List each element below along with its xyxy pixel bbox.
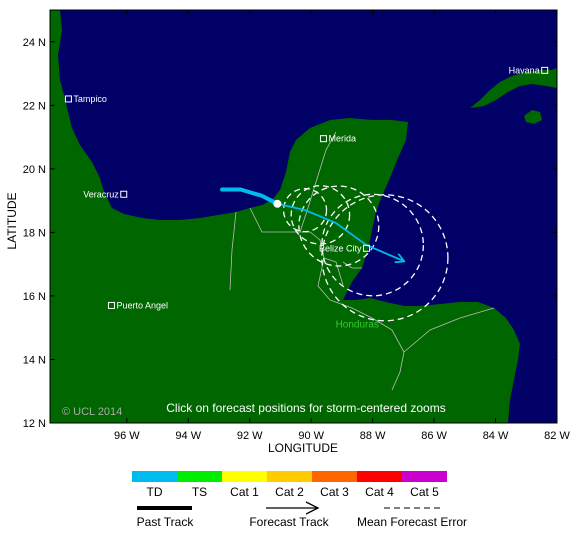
x-axis-title: LONGITUDE <box>268 441 338 455</box>
city-label: Tampico <box>73 94 107 104</box>
y-tick-label: 12 N <box>23 418 46 430</box>
city-label: Belize City <box>319 243 362 253</box>
legend: TD TS Cat 1 Cat 2 Cat 3 Cat 4 Cat 5 Past Track… <box>132 471 467 529</box>
y-axis-title: LATITUDE <box>5 192 19 249</box>
past-track-legend-label: Past Track <box>137 515 195 529</box>
category-label: TD <box>147 485 163 499</box>
x-tick-label: 92 W <box>237 430 263 442</box>
city-label: Havana <box>509 65 540 75</box>
category-swatch <box>357 471 402 482</box>
border-line <box>229 211 237 291</box>
border-line <box>403 307 495 353</box>
border-line <box>249 207 344 286</box>
category-label: Cat 2 <box>275 485 304 499</box>
y-tick-label: 24 N <box>23 37 46 49</box>
category-swatch <box>132 471 177 482</box>
current-position-marker <box>273 199 282 208</box>
forecast-track-line <box>277 202 403 261</box>
forecast-error-circle <box>282 187 328 233</box>
city-marker <box>120 190 128 198</box>
border-line <box>299 131 337 233</box>
land-cuba <box>470 68 557 108</box>
category-swatch <box>402 471 447 482</box>
land-isla-juventud <box>524 110 542 124</box>
axes: 96 W 94 W 92 W 90 W 88 W 86 W 84 W 82 W 24 N 22 N… <box>23 9 570 442</box>
border-line <box>342 261 362 269</box>
city-marker <box>64 95 72 103</box>
forecast-error-circle <box>321 193 424 297</box>
forecast-position-point <box>302 207 308 213</box>
category-label: Cat 1 <box>230 485 259 499</box>
forecast-error-circle <box>321 194 449 322</box>
forecast-error-circle <box>290 185 351 245</box>
city-label: Veracruz <box>83 189 119 199</box>
y-tick-label: 18 N <box>23 227 46 239</box>
forecast-position-point <box>333 220 339 226</box>
forecast-track-legend-label: Forecast Track <box>249 515 329 529</box>
border-line <box>329 299 405 391</box>
border-line <box>317 257 331 301</box>
cities: Havana Tampico Merida Veracruz Belize City Pu… <box>64 65 549 331</box>
city-marker <box>541 66 549 74</box>
y-tick-label: 14 N <box>23 354 46 366</box>
past-track-line <box>220 187 280 206</box>
y-tick-label: 20 N <box>23 164 46 176</box>
category-swatch <box>222 471 267 482</box>
city-label: Puerto Angel <box>116 300 168 310</box>
category-label: TS <box>192 485 207 499</box>
x-tick-label: 90 W <box>298 430 324 442</box>
city-label: Merida <box>328 134 356 144</box>
category-label: Cat 4 <box>365 485 394 499</box>
category-label: Cat 3 <box>320 485 349 499</box>
mean-error-legend-label: Mean Forecast Error <box>357 515 467 529</box>
y-tick-label: 16 N <box>23 291 46 303</box>
x-tick-label: 88 W <box>360 430 386 442</box>
city-marker <box>362 244 370 252</box>
storm-track <box>220 185 449 322</box>
y-tick-label: 22 N <box>23 100 46 112</box>
x-tick-label: 82 W <box>544 430 570 442</box>
category-swatch <box>177 471 222 482</box>
category-swatch <box>267 471 312 482</box>
city-marker <box>107 301 115 309</box>
category-color-bar: TD TS Cat 1 Cat 2 Cat 3 Cat 4 Cat 5 <box>132 471 447 499</box>
category-swatch <box>312 471 357 482</box>
copyright-text: © UCL 2014 <box>62 406 122 418</box>
map-frame <box>49 9 558 424</box>
forecast-error-circle <box>298 185 380 267</box>
country-borders <box>229 131 495 391</box>
instruction-text: Click on forecast positions for storm-ce… <box>166 401 445 415</box>
x-tick-label: 86 W <box>421 430 447 442</box>
x-tick-label: 94 W <box>175 430 201 442</box>
x-tick-label: 96 W <box>114 430 140 442</box>
city-marker <box>319 135 327 143</box>
x-tick-label: 84 W <box>483 430 509 442</box>
country-label: Honduras <box>336 320 379 331</box>
category-label: Cat 5 <box>410 485 439 499</box>
